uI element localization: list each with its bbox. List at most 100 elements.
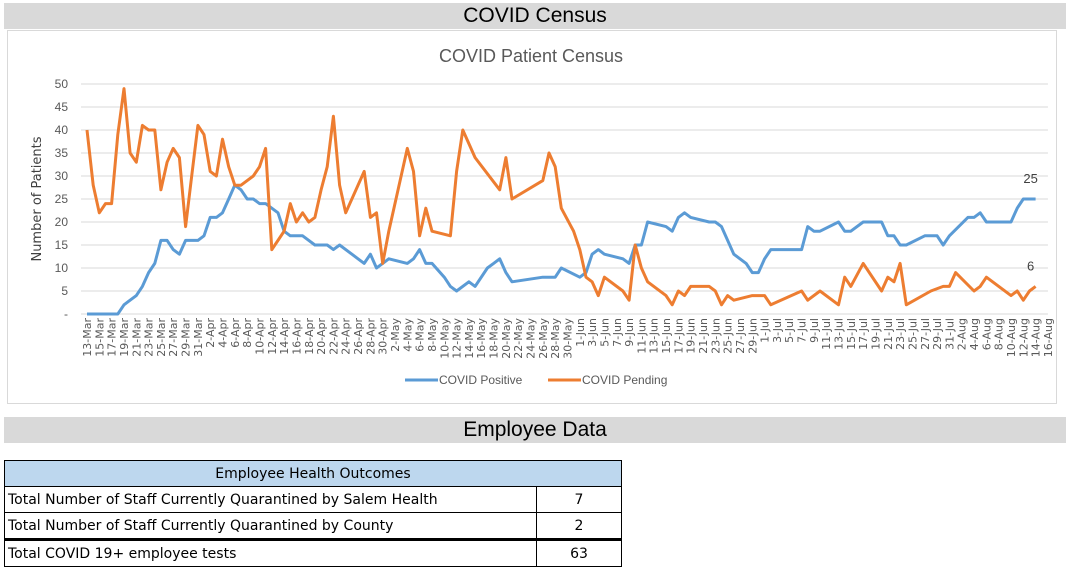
y-tick-label: 45: [55, 100, 69, 114]
x-tick-label: 17-Mar: [106, 318, 119, 357]
x-tick-label: 11-Jun: [635, 318, 648, 354]
x-tick-label: 12-Aug: [1017, 318, 1030, 357]
legend-label: COVID Positive: [439, 373, 523, 387]
x-tick-label: 29-Jul: [931, 318, 944, 350]
x-tick-label: 27-Jul: [919, 318, 932, 350]
x-tick-label: 8-Apr: [241, 318, 254, 348]
x-tick-label: 9-Jul: [808, 318, 821, 343]
x-tick-label: 14-Apr: [278, 318, 291, 355]
x-tick-label: 2-May: [389, 318, 402, 352]
x-tick-label: 7-Jun: [611, 318, 624, 347]
x-tick-label: 21-Jul: [882, 318, 895, 350]
table-row: Total COVID 19+ employee tests 63: [4, 539, 622, 567]
x-tick-label: 4-May: [401, 318, 414, 352]
x-tick-label: 24-Apr: [340, 318, 353, 355]
x-tick-label: 16-Apr: [290, 318, 303, 355]
x-tick-label: 25-Mar: [155, 318, 168, 357]
x-tick-label: 1-Jun: [574, 318, 587, 347]
x-tick-label: 4-Apr: [217, 318, 230, 348]
y-tick-label: 5: [61, 284, 68, 298]
x-tick-label: 19-Mar: [118, 318, 131, 357]
x-tick-label: 3-Jun: [586, 318, 599, 347]
x-tick-label: 20-Apr: [315, 318, 328, 355]
row-value: 63: [536, 539, 622, 567]
x-tick-label: 30-Apr: [377, 318, 390, 355]
x-tick-label: 6-May: [414, 318, 427, 352]
x-tick-label: 28-Apr: [364, 318, 377, 355]
y-tick-label: 50: [55, 77, 69, 91]
series-line-covid-positive: [87, 183, 1036, 316]
x-tick-label: 22-Apr: [327, 318, 340, 355]
x-tick-label: 29-Jun: [746, 318, 759, 354]
x-tick-label: 21-Mar: [130, 318, 143, 357]
x-tick-label: 14-May: [463, 318, 476, 359]
x-tick-label: 1-Jul: [759, 318, 772, 343]
x-tick-label: 18-Apr: [303, 318, 316, 355]
x-tick-label: 11-Jul: [820, 318, 833, 350]
x-tick-label: 15-Mar: [93, 318, 106, 357]
employee-data-banner: Employee Data: [4, 417, 1066, 443]
x-tick-label: 23-Jun: [709, 318, 722, 354]
x-tick-label: 30-May: [561, 318, 574, 359]
x-tick-label: 2-Aug: [956, 318, 969, 350]
x-tick-label: 27-Jun: [734, 318, 747, 354]
x-tick-label: 17-Jul: [857, 318, 870, 350]
table-row: Total Number of Staff Currently Quaranti…: [4, 512, 622, 541]
y-tick-label: 40: [55, 123, 69, 137]
x-tick-label: 10-Apr: [253, 318, 266, 355]
series-line-covid-pending: [85, 87, 1037, 307]
x-tick-label: 13-Jul: [833, 318, 846, 350]
x-tick-label: 23-Jul: [894, 318, 907, 350]
x-tick-label: 19-Jun: [685, 318, 698, 354]
table-row: Total Number of Staff Currently Quaranti…: [4, 486, 622, 513]
x-tick-label: 12-May: [451, 318, 464, 359]
x-tick-label: 5-Jun: [598, 318, 611, 347]
x-tick-label: 26-Apr: [352, 318, 365, 355]
x-tick-label: 15-Jun: [660, 318, 673, 354]
x-tick-label: 5-Jul: [783, 318, 796, 343]
x-tick-label: 10-Aug: [1005, 318, 1018, 357]
chart-frame: [7, 30, 1057, 404]
legend-label: COVID Pending: [582, 373, 667, 387]
x-tick-label: 12-Apr: [266, 318, 279, 355]
data-label: 25: [1023, 171, 1037, 186]
x-tick-label: 3-Jul: [771, 318, 784, 343]
row-label: Total Number of Staff Currently Quaranti…: [4, 512, 537, 541]
x-tick-label: 16-May: [475, 318, 488, 359]
x-tick-label: 26-May: [537, 318, 550, 359]
row-value: 2: [536, 512, 622, 541]
x-tick-label: 15-Jul: [845, 318, 858, 350]
x-tick-label: 29-Mar: [180, 318, 193, 357]
row-value: 7: [536, 486, 622, 513]
x-tick-label: 31-Jul: [943, 318, 956, 350]
y-tick-label: 25: [55, 192, 69, 206]
x-tick-label: 18-May: [488, 318, 501, 359]
x-tick-label: 16-Aug: [1042, 318, 1055, 357]
x-tick-label: 7-Jul: [796, 318, 809, 343]
x-tick-label: 23-Mar: [143, 318, 156, 357]
x-tick-label: 9-Jun: [623, 318, 636, 347]
employee-health-table: Employee Health Outcomes Total Number of…: [4, 460, 622, 567]
y-tick-label: 10: [55, 261, 69, 275]
x-tick-label: 10-May: [438, 318, 451, 359]
x-tick-label: 8-May: [426, 318, 439, 352]
y-tick-label: 35: [55, 146, 69, 160]
x-tick-label: 13-Mar: [81, 318, 94, 357]
x-tick-label: 6-Aug: [980, 318, 993, 350]
covid-census-banner: COVID Census: [4, 3, 1066, 29]
x-tick-label: 31-Mar: [192, 318, 205, 357]
y-tick-label: 20: [55, 215, 69, 229]
x-tick-label: 6-Apr: [229, 318, 242, 348]
y-tick-label: 15: [55, 238, 69, 252]
x-tick-label: 13-Jun: [648, 318, 661, 354]
x-tick-label: 17-Jun: [672, 318, 685, 354]
data-label: 6: [1027, 258, 1034, 273]
x-tick-label: 8-Aug: [993, 318, 1006, 350]
x-tick-label: 2-Apr: [204, 318, 217, 348]
chart-title: COVID Patient Census: [439, 46, 623, 66]
patient-census-chart: COVID Patient Census Number of Patients - 5…: [30, 46, 1055, 387]
x-tick-label: 20-May: [500, 318, 513, 359]
x-tick-label: 14-Aug: [1030, 318, 1043, 357]
x-tick-label: 28-May: [549, 318, 562, 359]
y-tick-label: -: [64, 307, 68, 321]
